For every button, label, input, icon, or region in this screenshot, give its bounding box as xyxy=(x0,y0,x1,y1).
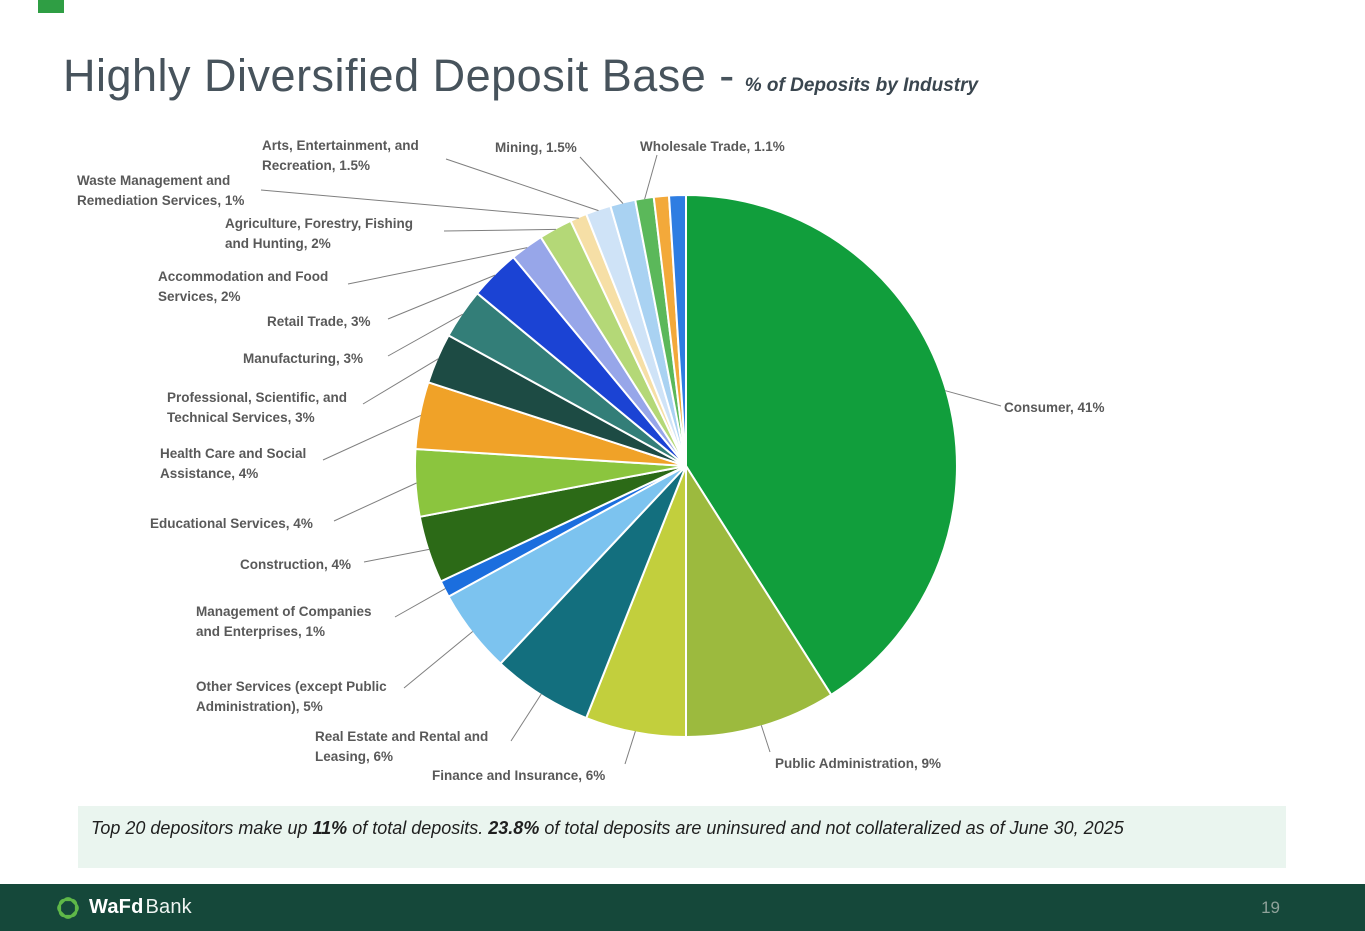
slice-label: Health Care and Social Assistance, 4% xyxy=(160,446,307,482)
page-title: Highly Diversified Deposit Base - xyxy=(63,50,735,101)
note-text: of total deposits. xyxy=(347,818,489,838)
wafd-knot-icon xyxy=(57,896,79,919)
leader-line xyxy=(760,725,771,753)
slice-label: Arts, Entertainment, and Recreation, 1.5% xyxy=(262,138,419,174)
leader-line xyxy=(363,548,430,563)
corner-accent xyxy=(38,0,64,13)
leader-line xyxy=(387,274,496,320)
footer-bar: WaFd Bank 19 xyxy=(0,884,1365,931)
slice-label: Retail Trade, 3% xyxy=(267,314,371,329)
title-row: Highly Diversified Deposit Base - % of D… xyxy=(63,50,978,102)
slice-label: Other Services (except Public Administrat… xyxy=(196,679,387,715)
leader-line xyxy=(644,154,658,200)
leader-line xyxy=(333,482,417,522)
slice-label: Accommodation and Food Services, 2% xyxy=(158,269,329,305)
slice-label: Finance and Insurance, 6% xyxy=(432,768,606,783)
note-text: of total deposits are uninsured and not … xyxy=(539,818,1124,838)
leader-line xyxy=(394,588,446,618)
note-bold-11pct: 11% xyxy=(312,818,348,838)
slice-label: Public Administration, 9% xyxy=(775,756,942,771)
leader-line xyxy=(387,313,463,357)
leader-line xyxy=(322,414,422,461)
slice-label: Real Estate and Rental and Leasing, 6% xyxy=(315,729,489,765)
leader-line xyxy=(510,693,542,742)
brand-text: WaFd Bank xyxy=(89,896,192,919)
leader-line xyxy=(445,158,599,212)
page-number: 19 xyxy=(1261,897,1280,917)
leader-line xyxy=(362,358,439,405)
slice-label: Professional, Scientific, and Technical S… xyxy=(167,390,348,426)
note-bold-23.8pct: 23.8% xyxy=(488,818,540,838)
leader-line xyxy=(579,156,624,204)
slice-label: Educational Services, 4% xyxy=(150,516,313,531)
slice-label: Management of Companies and Enterprises, … xyxy=(196,604,372,640)
leader-line xyxy=(260,189,579,219)
brand-wafd: WaFd xyxy=(89,896,144,918)
slice-label: Mining, 1.5% xyxy=(495,140,577,155)
pie-slice xyxy=(668,193,687,467)
leader-line xyxy=(945,390,1002,407)
leader-line xyxy=(443,228,556,232)
leader-line xyxy=(403,631,474,689)
page-subtitle: % of Deposits by Industry xyxy=(744,75,979,96)
slice-label: Manufacturing, 3% xyxy=(243,351,364,366)
slice-label: Waste Management and Remediation Services… xyxy=(77,173,245,209)
slice-label: Consumer, 41% xyxy=(1004,400,1105,415)
brand-bank: Bank xyxy=(145,896,192,918)
slice-label: Wholesale Trade, 1.1% xyxy=(640,139,785,154)
summary-note: Top 20 depositors make up 11% of total d… xyxy=(78,806,1286,868)
slice-label: Agriculture, Forestry, Fishing and Huntin… xyxy=(225,216,414,252)
wafd-logo: WaFd Bank xyxy=(54,894,192,922)
note-text: Top 20 depositors make up xyxy=(91,818,313,838)
leader-line xyxy=(624,731,636,765)
leader-line xyxy=(347,247,528,285)
slice-label: Construction, 4% xyxy=(240,557,352,572)
